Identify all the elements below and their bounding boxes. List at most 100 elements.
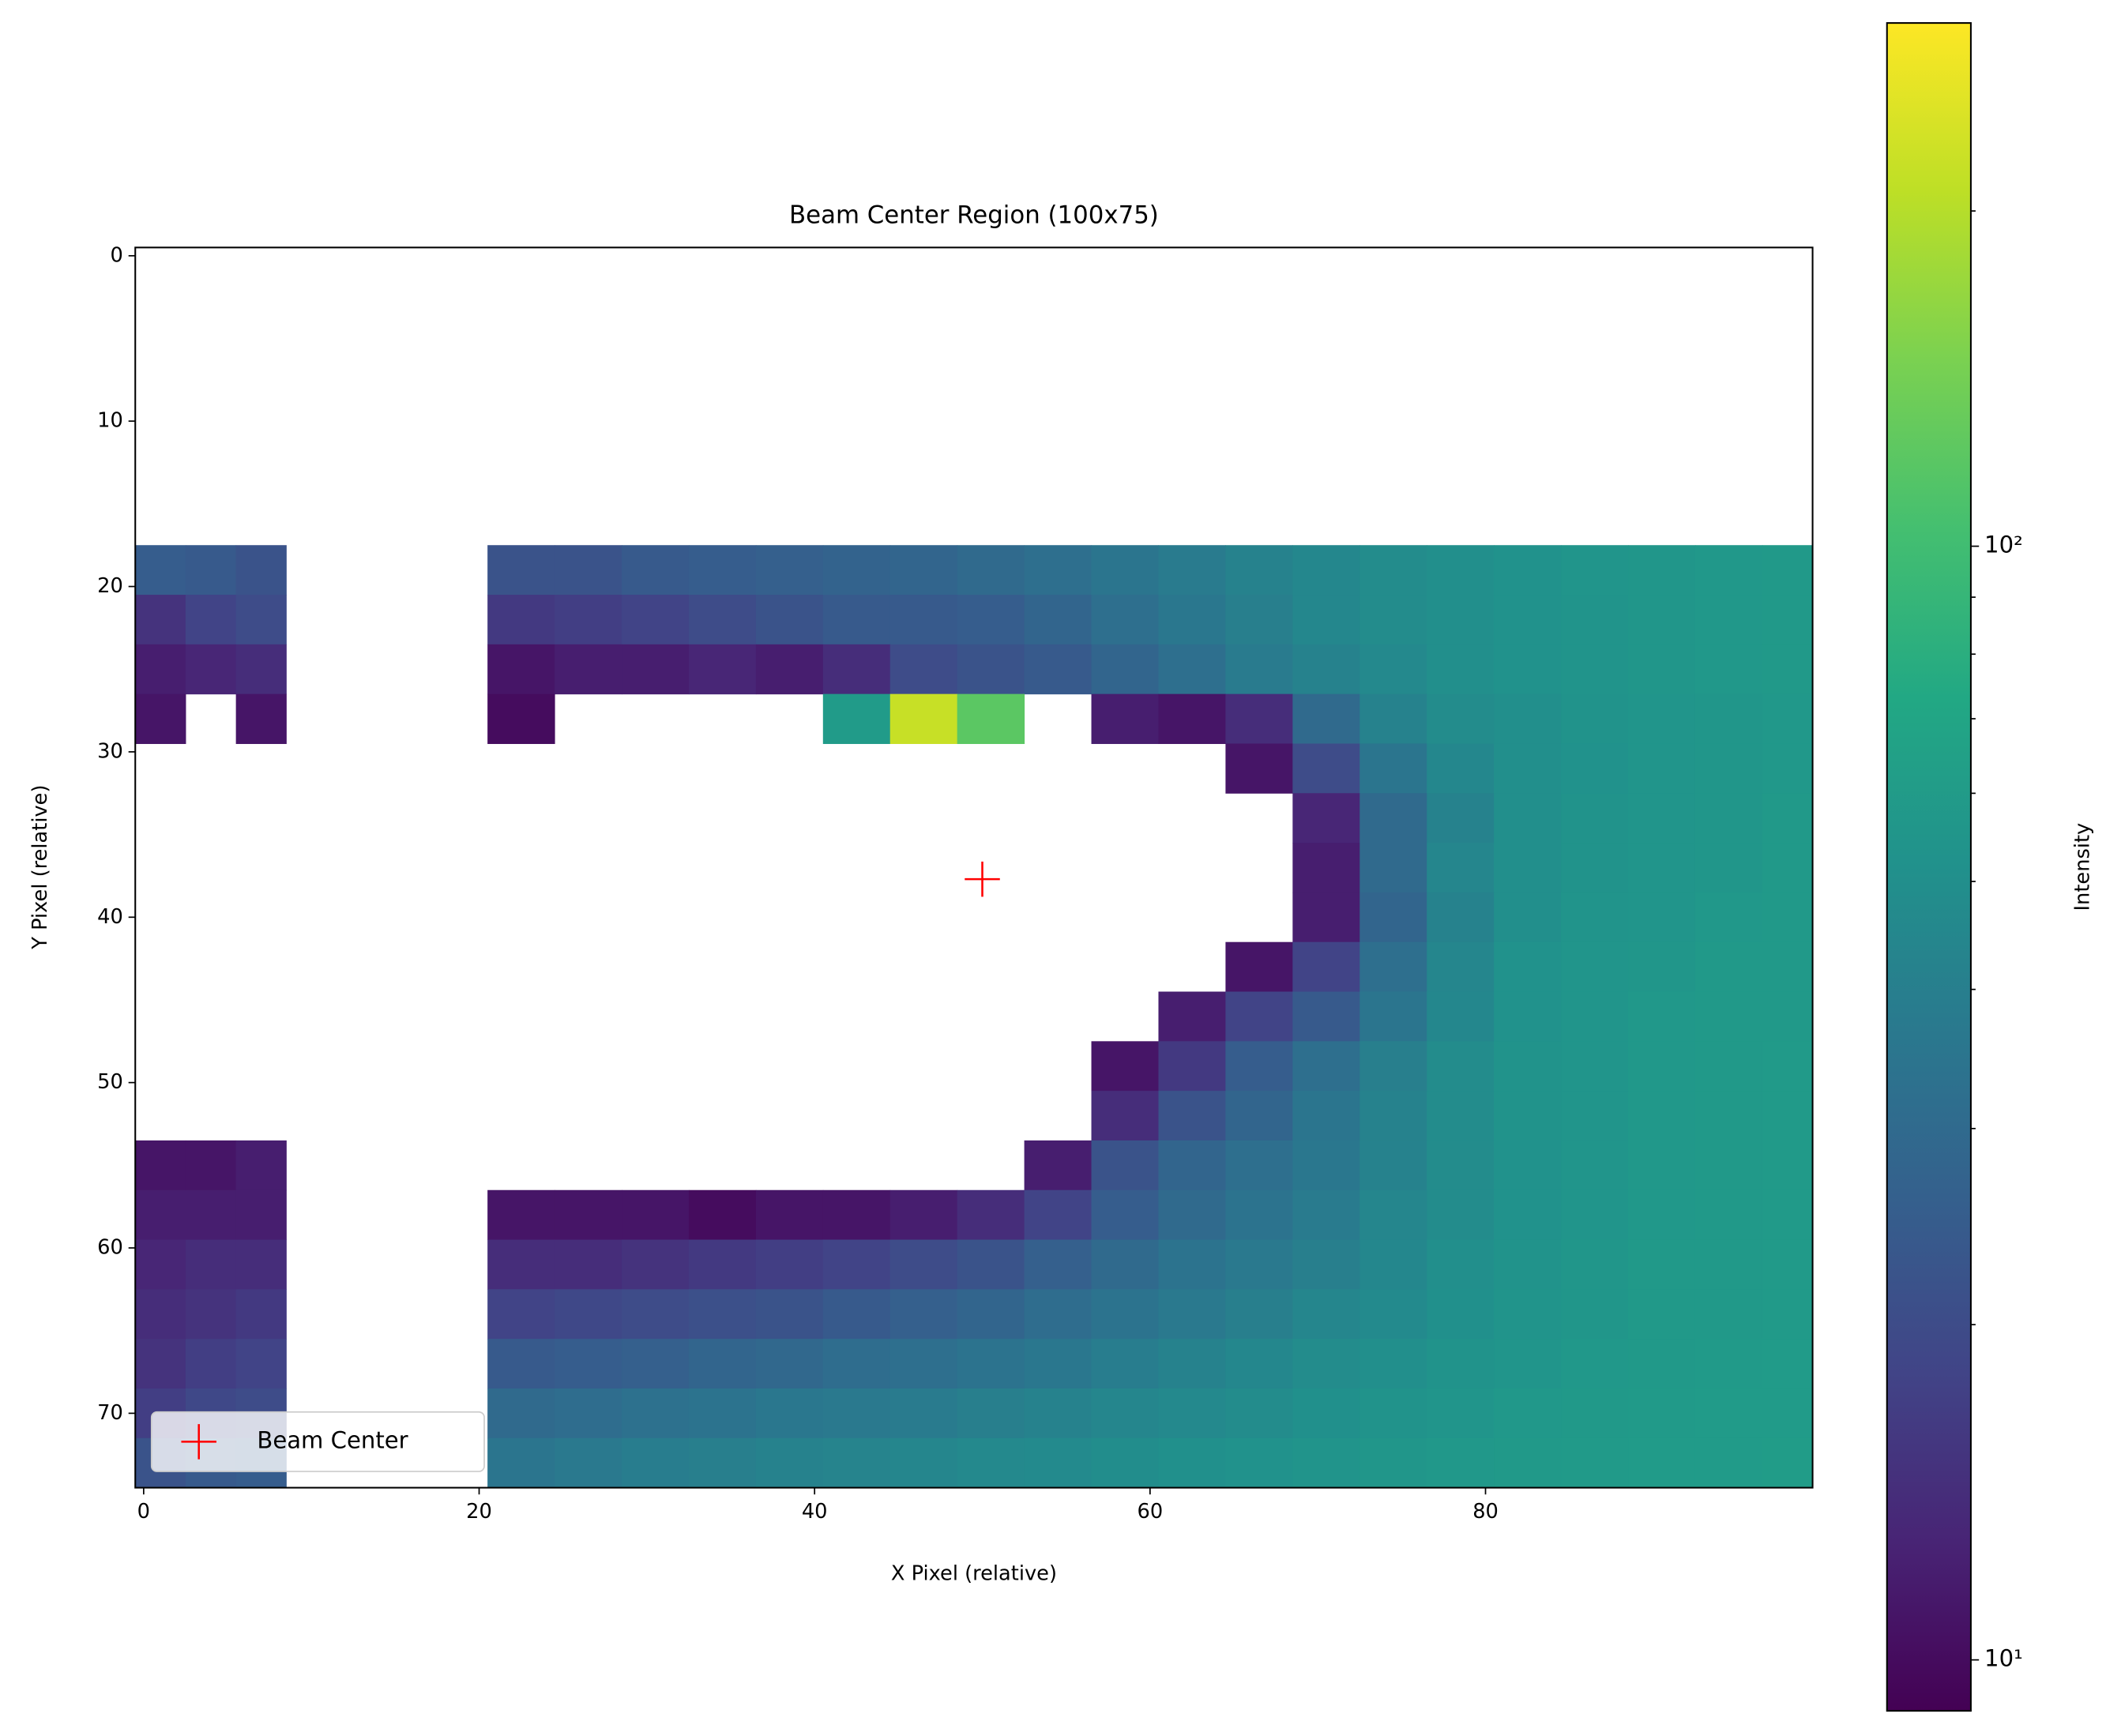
heatmap-cell xyxy=(185,595,237,645)
heatmap-cell xyxy=(1694,595,1763,645)
heatmap-cell xyxy=(822,595,891,645)
heatmap-cell xyxy=(1158,693,1226,744)
heatmap xyxy=(135,545,1814,1489)
heatmap-cell xyxy=(235,1140,287,1191)
heatmap-cell xyxy=(1694,1388,1763,1439)
heatmap-cell xyxy=(889,545,958,596)
heatmap-cell xyxy=(755,1437,824,1489)
heatmap-cell xyxy=(1427,644,1495,695)
heatmap-cell xyxy=(1091,1091,1159,1141)
heatmap-cell xyxy=(1158,1091,1226,1141)
heatmap-cell xyxy=(1694,1239,1763,1290)
heatmap-cell xyxy=(1494,693,1562,744)
heatmap-cell xyxy=(957,1339,1025,1389)
heatmap-cell xyxy=(1427,892,1495,943)
heatmap-cell xyxy=(1494,644,1562,695)
heatmap-cell xyxy=(1158,545,1226,596)
heatmap-cell xyxy=(1359,644,1427,695)
heatmap-cell xyxy=(957,595,1025,645)
heatmap-cell xyxy=(1427,793,1495,844)
heatmap-cell xyxy=(755,595,824,645)
heatmap-cell xyxy=(1225,1289,1293,1340)
y-tick-label: 70 xyxy=(97,1401,123,1425)
heatmap-cell xyxy=(135,545,186,596)
heatmap-cell xyxy=(1427,1140,1495,1191)
heatmap-cell xyxy=(957,1239,1025,1290)
heatmap-cell xyxy=(487,644,555,695)
heatmap-cell xyxy=(822,545,891,596)
heatmap-cell xyxy=(755,545,824,596)
heatmap-cell xyxy=(1494,595,1562,645)
heatmap-cell xyxy=(755,1339,824,1389)
heatmap-cell xyxy=(487,1437,555,1489)
heatmap-cell xyxy=(185,1339,237,1389)
heatmap-cell xyxy=(1427,1289,1495,1340)
heatmap-cell xyxy=(1762,1339,1814,1389)
heatmap-cell xyxy=(889,1239,958,1290)
heatmap-cell xyxy=(135,1289,186,1340)
heatmap-cell xyxy=(1024,595,1092,645)
heatmap-cell xyxy=(1024,1388,1092,1439)
heatmap-cell xyxy=(1024,545,1092,596)
heatmap-cell xyxy=(1359,595,1427,645)
y-tick-label: 0 xyxy=(110,243,122,267)
heatmap-cell xyxy=(1561,1091,1629,1141)
heatmap-cell xyxy=(1762,1289,1814,1340)
heatmap-cell xyxy=(487,693,555,744)
heatmap-cell xyxy=(822,1289,891,1340)
heatmap-cell xyxy=(622,1289,690,1340)
y-tick-label: 40 xyxy=(97,905,123,929)
heatmap-cell xyxy=(1694,1289,1763,1340)
y-tick-label: 50 xyxy=(97,1070,123,1094)
heatmap-cell xyxy=(1359,1388,1427,1439)
heatmap-cell xyxy=(1494,743,1562,794)
colorbar-tick-label: 10² xyxy=(1984,532,2023,558)
heatmap-cell xyxy=(1292,644,1360,695)
heatmap-cell xyxy=(1694,545,1763,596)
heatmap-cell xyxy=(1628,545,1696,596)
heatmap-cell xyxy=(1628,1339,1696,1389)
heatmap-cell xyxy=(957,1289,1025,1340)
heatmap-cell xyxy=(235,545,287,596)
x-tick-label: 40 xyxy=(802,1500,828,1524)
heatmap-cell xyxy=(1427,1388,1495,1439)
y-axis-label: Y Pixel (relative) xyxy=(28,785,52,950)
heatmap-cell xyxy=(1762,1041,1814,1092)
heatmap-cell xyxy=(1024,1437,1092,1489)
heatmap-cell xyxy=(1628,793,1696,844)
heatmap-cell xyxy=(1427,941,1495,993)
heatmap-cell xyxy=(957,545,1025,596)
x-tick-label: 0 xyxy=(137,1500,150,1524)
heatmap-cell xyxy=(957,1437,1025,1489)
heatmap-cell xyxy=(1024,1289,1092,1340)
heatmap-cell xyxy=(1494,892,1562,943)
heatmap-cell xyxy=(755,1239,824,1290)
heatmap-cell xyxy=(1628,595,1696,645)
heatmap-cell xyxy=(1091,1289,1159,1340)
heatmap-cell xyxy=(688,1239,757,1290)
heatmap-cell xyxy=(185,644,237,695)
y-tick-label: 60 xyxy=(97,1236,123,1260)
heatmap-cell xyxy=(1359,843,1427,893)
heatmap-cell xyxy=(1762,1140,1814,1191)
heatmap-cell xyxy=(1158,1239,1226,1290)
heatmap-cell xyxy=(1694,941,1763,993)
heatmap-cell xyxy=(1292,595,1360,645)
heatmap-cell xyxy=(487,1388,555,1439)
heatmap-cell xyxy=(1427,1437,1495,1489)
heatmap-cell xyxy=(487,1289,555,1340)
heatmap-cell xyxy=(1762,1189,1814,1241)
heatmap-cell xyxy=(1762,595,1814,645)
heatmap-cell xyxy=(555,1239,622,1290)
heatmap-cell xyxy=(822,1388,891,1439)
heatmap-cell xyxy=(135,644,186,695)
heatmap-cell xyxy=(1762,1091,1814,1141)
heatmap-cell xyxy=(555,1388,622,1439)
heatmap-cell xyxy=(1359,793,1427,844)
heatmap-cell xyxy=(1494,941,1562,993)
heatmap-cell xyxy=(1561,1189,1629,1241)
heatmap-cell xyxy=(1628,1189,1696,1241)
heatmap-cell xyxy=(1561,1239,1629,1290)
heatmap-cell xyxy=(1292,1339,1360,1389)
heatmap-cell xyxy=(1628,1437,1696,1489)
